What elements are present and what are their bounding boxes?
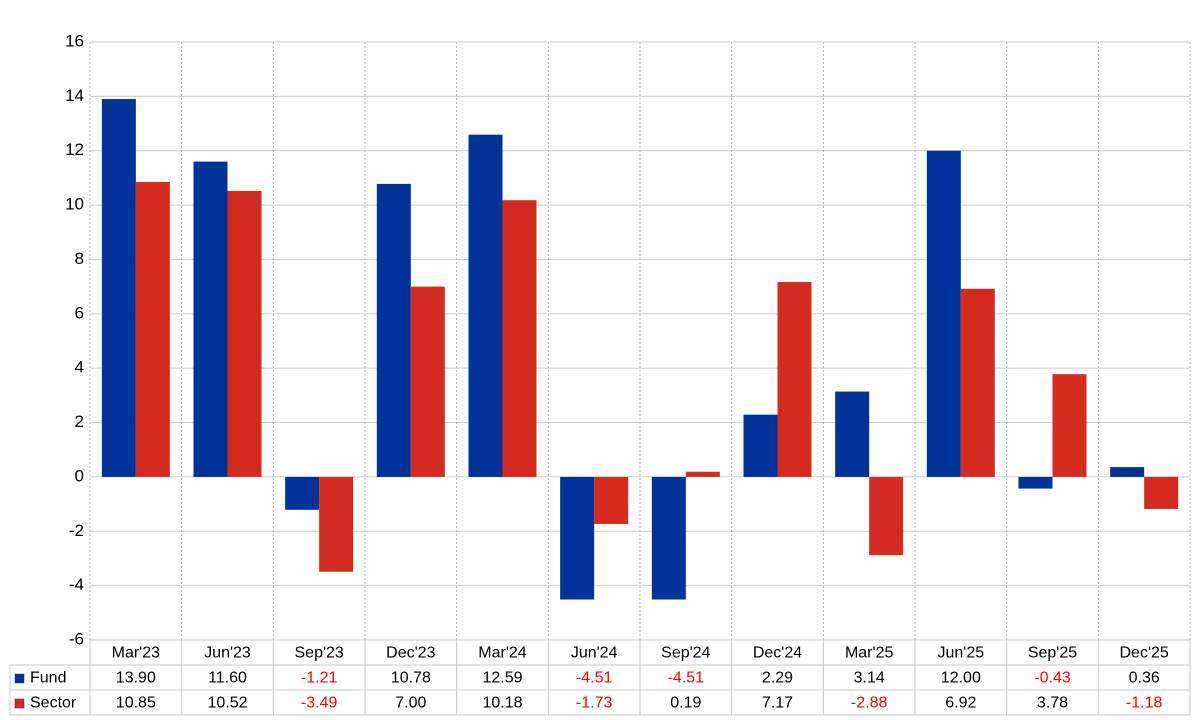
y-tick-label: 0 — [75, 466, 84, 485]
data-label: 7.17 — [762, 695, 793, 712]
data-label: -4.51 — [576, 670, 613, 687]
y-tick-label: -2 — [69, 521, 84, 540]
bar — [227, 190, 262, 477]
bar — [1018, 476, 1053, 489]
bar — [777, 282, 812, 477]
y-tick-label: 4 — [75, 358, 84, 377]
x-tick-label: Mar'25 — [845, 645, 894, 662]
legend-swatch — [14, 698, 25, 709]
bar — [651, 476, 686, 600]
data-label: -1.18 — [1126, 695, 1163, 712]
data-label: 12.59 — [482, 670, 522, 687]
data-label: 6.92 — [945, 695, 976, 712]
bar — [869, 476, 904, 556]
x-tick-label: Jun'24 — [571, 645, 618, 662]
data-label: 13.90 — [116, 670, 156, 687]
bar — [285, 476, 320, 510]
bar — [1110, 467, 1145, 477]
x-tick-label: Jun'23 — [204, 645, 251, 662]
legend-label: Fund — [30, 670, 66, 687]
data-label: -0.43 — [1034, 670, 1071, 687]
x-tick-label: Jun'25 — [938, 645, 985, 662]
bar — [502, 200, 537, 477]
x-tick-label: Sep'24 — [661, 645, 710, 662]
data-label: -1.73 — [576, 695, 613, 712]
x-tick-label: Dec'23 — [386, 645, 435, 662]
bar — [835, 391, 870, 477]
y-tick-label: -4 — [69, 575, 84, 594]
data-label: 0.19 — [670, 695, 701, 712]
bar — [685, 471, 720, 477]
x-tick-label: Sep'23 — [295, 645, 344, 662]
data-label: 10.85 — [116, 695, 156, 712]
y-tick-label: 12 — [65, 140, 84, 159]
bar — [560, 476, 595, 600]
x-tick-label: Dec'25 — [1120, 645, 1169, 662]
x-tick-label: Mar'24 — [478, 645, 527, 662]
data-label: -2.88 — [851, 695, 888, 712]
bar — [101, 99, 136, 477]
data-label: 12.00 — [941, 670, 981, 687]
legend-label: Sector — [30, 695, 77, 712]
legend-swatch — [14, 673, 25, 684]
data-label: 10.18 — [482, 695, 522, 712]
bar — [376, 183, 411, 477]
data-label: 10.52 — [207, 695, 247, 712]
data-label: 2.29 — [762, 670, 793, 687]
bar — [135, 181, 170, 477]
bar — [1144, 476, 1179, 509]
data-label: 10.78 — [391, 670, 431, 687]
bar — [594, 476, 629, 524]
bar — [319, 476, 354, 572]
data-label: 11.60 — [208, 670, 247, 687]
y-tick-label: 10 — [65, 195, 84, 214]
bar — [960, 288, 995, 477]
data-label: 0.36 — [1129, 670, 1160, 687]
y-tick-label: 2 — [75, 412, 84, 431]
y-tick-label: 16 — [65, 31, 84, 50]
data-label: 3.14 — [854, 670, 885, 687]
data-label: -4.51 — [668, 670, 705, 687]
x-tick-label: Mar'23 — [112, 645, 161, 662]
y-tick-label: 8 — [75, 249, 84, 268]
bar — [1052, 374, 1087, 477]
y-tick-label: 14 — [65, 86, 84, 105]
x-tick-label: Sep'25 — [1028, 645, 1077, 662]
y-tick-label: -6 — [69, 629, 84, 648]
bar — [926, 150, 961, 477]
bar — [410, 286, 445, 477]
bar — [193, 161, 228, 477]
data-label: -1.21 — [301, 670, 338, 687]
data-label: -3.49 — [301, 695, 338, 712]
data-label: 7.00 — [395, 695, 426, 712]
bar — [743, 414, 778, 477]
y-tick-label: 6 — [75, 303, 84, 322]
bar — [468, 134, 503, 477]
x-tick-label: Dec'24 — [753, 645, 802, 662]
data-label: 3.78 — [1037, 695, 1068, 712]
